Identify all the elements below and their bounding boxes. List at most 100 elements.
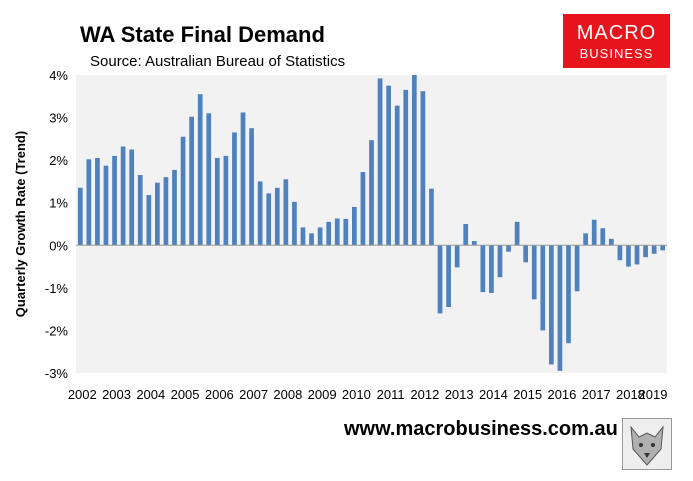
- bar: [386, 85, 391, 246]
- bar: [352, 206, 357, 246]
- bar: [514, 221, 520, 246]
- bar: [660, 245, 666, 251]
- bar: [523, 245, 529, 263]
- bar: [394, 105, 400, 246]
- x-tick-label: 2005: [171, 387, 200, 402]
- bar: [360, 172, 366, 246]
- y-tick-label: -1%: [45, 281, 69, 296]
- chart-subtitle: Source: Australian Bureau of Statistics: [90, 53, 346, 70]
- bar: [112, 155, 117, 246]
- y-tick-label: -2%: [45, 323, 69, 338]
- x-tick-label: 2007: [239, 387, 268, 402]
- bar: [172, 169, 177, 246]
- x-tick-label: 2009: [308, 387, 337, 402]
- bar: [437, 245, 443, 314]
- bar: [617, 245, 623, 261]
- bar: [206, 113, 212, 246]
- x-tick-label: 2004: [136, 387, 165, 402]
- bar: [489, 245, 494, 293]
- bar: [403, 89, 409, 246]
- y-tick-label: 0%: [49, 238, 68, 253]
- y-axis: -3% -2% -1% 0% 1% 2% 3% 4%: [45, 68, 69, 381]
- bar: [566, 245, 571, 344]
- x-tick-label: 2003: [102, 387, 131, 402]
- bar: [369, 140, 374, 246]
- bar: [420, 91, 426, 246]
- y-tick-label: 2%: [49, 153, 68, 168]
- bar: [86, 159, 92, 246]
- x-tick-label: 2006: [205, 387, 234, 402]
- bar: [223, 155, 229, 246]
- bar: [574, 245, 580, 292]
- x-tick-label: 2015: [513, 387, 542, 402]
- bar: [232, 132, 237, 246]
- bar: [146, 195, 152, 246]
- bar: [600, 228, 606, 246]
- bar: [249, 128, 254, 246]
- bar: [591, 219, 597, 246]
- bar: [95, 158, 100, 246]
- bar: [155, 182, 160, 246]
- macrobusiness-logo: MACRO BUSINESS: [563, 14, 670, 68]
- logo-line1: MACRO: [576, 22, 657, 44]
- bar: [189, 116, 194, 246]
- x-tick-label: 2013: [445, 387, 474, 402]
- bar: [283, 179, 289, 246]
- bar: [506, 245, 511, 252]
- bar: [180, 136, 186, 246]
- wolf-logo-icon: [622, 418, 672, 470]
- bar: [634, 245, 640, 265]
- x-tick-label: 2010: [342, 387, 371, 402]
- bar: [334, 218, 340, 246]
- bar: [197, 94, 203, 246]
- bar: [377, 78, 383, 246]
- bar: [326, 221, 332, 246]
- x-tick-label: 2014: [479, 387, 508, 402]
- bar: [651, 245, 657, 254]
- bar: [583, 233, 588, 246]
- bar: [549, 245, 554, 365]
- bar: [463, 224, 469, 246]
- bar: [557, 245, 563, 371]
- x-tick-label: 2011: [377, 387, 405, 402]
- bar: [274, 187, 280, 246]
- bar: [343, 218, 349, 246]
- chart-title: WA State Final Demand: [80, 22, 325, 47]
- bar: [454, 245, 460, 268]
- bar: [120, 146, 126, 246]
- bar: [103, 165, 109, 246]
- bar: [317, 227, 323, 246]
- bar: [77, 187, 83, 246]
- bar: [531, 245, 537, 300]
- x-tick-label: 2017: [582, 387, 611, 402]
- bar: [480, 245, 486, 293]
- bar: [129, 149, 135, 246]
- y-tick-label: 3%: [49, 111, 68, 126]
- y-tick-label: 4%: [49, 68, 68, 83]
- bar: [292, 201, 297, 246]
- bar: [266, 193, 272, 246]
- bar: [471, 241, 477, 246]
- bar: [300, 227, 306, 246]
- bar: [240, 112, 246, 246]
- bars-group: [77, 75, 666, 371]
- bar: [214, 158, 220, 246]
- bar: [497, 245, 503, 278]
- bar: [257, 181, 263, 246]
- bar: [411, 75, 417, 246]
- footer-url[interactable]: www.macrobusiness.com.au: [344, 418, 618, 440]
- x-axis: 2002 2003 2004 2005 2006 2007 2008 2009 2010 2011…: [68, 387, 668, 402]
- x-tick-label: 2018: [616, 387, 645, 402]
- bar: [137, 175, 143, 246]
- x-tick-label: 2016: [547, 387, 576, 402]
- bar: [608, 238, 614, 246]
- x-tick-label: 2012: [410, 387, 439, 402]
- bar: [446, 245, 451, 308]
- x-tick-label: 2019: [639, 387, 668, 402]
- bar: [626, 245, 631, 267]
- y-tick-label: 1%: [49, 196, 68, 211]
- y-tick-label: -3%: [45, 366, 69, 381]
- bar: [309, 233, 314, 246]
- logo-line2: BUSINESS: [579, 46, 654, 61]
